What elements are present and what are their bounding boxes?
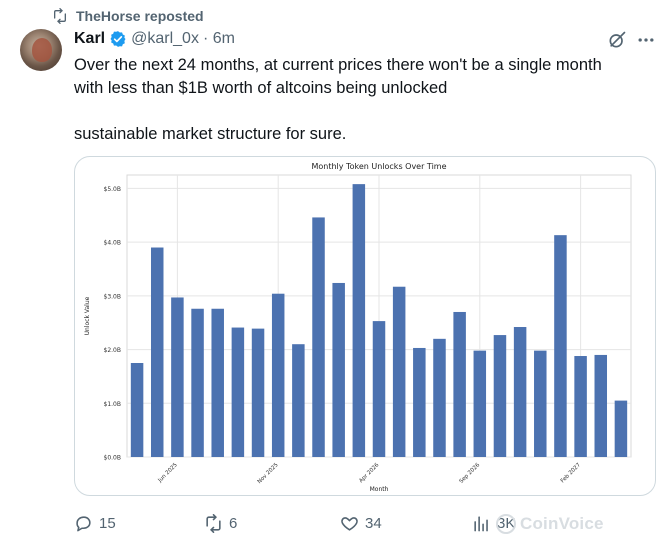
- x-tick-label: Sep 2026: [458, 462, 481, 485]
- repost-label[interactable]: TheHorse reposted: [76, 8, 204, 24]
- y-axis-label: Unlock Value: [84, 296, 91, 335]
- x-tick-label: Feb 2027: [560, 462, 583, 485]
- coinvoice-logo-icon: [496, 514, 516, 534]
- more-options-icon[interactable]: [636, 30, 656, 50]
- views-chart-icon: [474, 515, 488, 531]
- chart-bar: [231, 327, 245, 457]
- y-tick-label: $4.0B: [104, 240, 121, 247]
- y-tick-label: $2.0B: [104, 347, 121, 354]
- y-tick-label: $0.0B: [104, 455, 121, 462]
- tweet-line: Over the next 24 months, at current pric…: [74, 56, 602, 74]
- chart-bar: [292, 344, 305, 457]
- y-tick-label: $5.0B: [104, 186, 121, 193]
- chart-bar: [534, 350, 547, 457]
- repost-indicator[interactable]: TheHorse reposted: [52, 6, 204, 26]
- chart-bar: [332, 282, 345, 457]
- chart-bar: [130, 363, 144, 457]
- chart-bar: [372, 321, 386, 457]
- chart-bar: [473, 350, 487, 457]
- grok-icon[interactable]: [607, 30, 627, 50]
- chart-bar: [413, 347, 426, 457]
- repost-icon: [206, 513, 221, 533]
- chart-bar: [211, 308, 224, 457]
- y-tick-label: $1.0B: [104, 401, 121, 408]
- like-count: 34: [365, 514, 382, 532]
- chart-bar: [493, 335, 507, 457]
- author-handle[interactable]: @karl_0x: [131, 30, 199, 47]
- tweet-media-chart[interactable]: $0.0B $1.0B $2.0B $3.0B $4.0B $5.0B Jun 2025 No…: [74, 156, 656, 496]
- heart-icon: [341, 516, 358, 531]
- tweet-header: Karl @karl_0x · 6m: [74, 28, 235, 50]
- y-tick-label: $3.0B: [104, 293, 121, 300]
- chart-bar: [150, 247, 164, 457]
- tweet-line: with less than $1B worth of altcoins bei…: [74, 79, 448, 97]
- tweet-text: Over the next 24 months, at current pric…: [74, 54, 654, 146]
- watermark-text: CoinVoice: [520, 514, 604, 533]
- x-tick-label: Jun 2025: [157, 462, 180, 485]
- chart-bar: [554, 235, 567, 457]
- chart-bar: [453, 311, 466, 457]
- chart-bar: [171, 297, 184, 457]
- reply-count: 15: [99, 514, 116, 532]
- chart-bar: [191, 308, 204, 457]
- like-button[interactable]: 34: [340, 512, 382, 534]
- chart-bar: [352, 184, 366, 458]
- chart-bar: [312, 217, 325, 457]
- chart-bar: [574, 356, 587, 457]
- avatar[interactable]: [20, 29, 62, 71]
- repost-count: 6: [229, 514, 238, 532]
- chart-title: Monthly Token Unlocks Over Time: [311, 162, 446, 171]
- reply-button[interactable]: 15: [74, 512, 116, 534]
- x-axis-label: Month: [370, 486, 389, 493]
- bar-chart: $0.0B $1.0B $2.0B $3.0B $4.0B $5.0B Jun 2025 No…: [84, 162, 632, 493]
- reply-icon: [76, 515, 91, 531]
- chart-bar: [392, 286, 406, 457]
- chart-bar: [594, 354, 608, 457]
- tweet-line: sustainable market structure for sure.: [74, 125, 347, 143]
- chart-bar: [271, 293, 285, 457]
- chart-bar: [513, 327, 527, 457]
- watermark: CoinVoice: [496, 514, 604, 534]
- author-name[interactable]: Karl: [74, 30, 106, 47]
- repost-button[interactable]: 6: [204, 512, 237, 534]
- chart-bar: [614, 400, 628, 457]
- repost-icon: [54, 8, 66, 24]
- verified-badge-icon: [110, 31, 126, 47]
- chart-bar: [433, 338, 446, 457]
- x-tick-label: Apr 2026: [358, 462, 380, 484]
- chart-bar: [251, 328, 265, 457]
- x-tick-label: Nov 2025: [257, 462, 280, 485]
- post-time[interactable]: · 6m: [202, 30, 235, 47]
